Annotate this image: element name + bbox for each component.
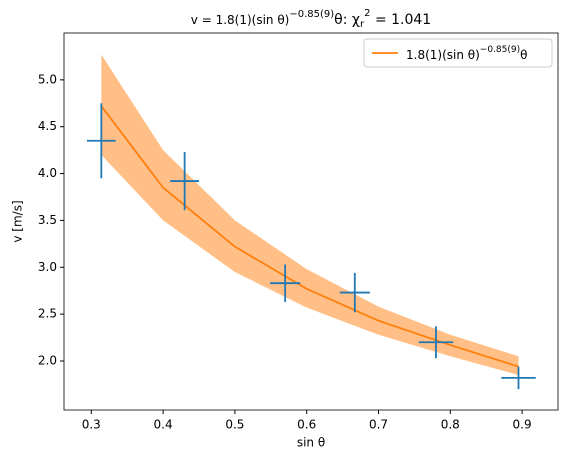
legend-label-part: θ (520, 48, 527, 62)
chart-title-part: v = 1.8(1)(sin θ) (191, 13, 290, 27)
y-axis-label: v [m/s] (11, 200, 25, 242)
chart-title-part: r (360, 19, 365, 30)
chart-title: v = 1.8(1)(sin θ)−0.85(9)θ: χr2 = 1.041 (191, 8, 431, 30)
x-tick-label: 0.4 (154, 418, 173, 432)
chart-title-part: θ: χ (334, 12, 360, 28)
x-tick-label: 0.6 (297, 418, 316, 432)
chart-title-part: −0.85(9) (289, 9, 334, 20)
x-tick-label: 0.9 (513, 418, 532, 432)
y-tick-label: 3.0 (38, 260, 57, 274)
y-tick-label: 2.0 (38, 353, 57, 367)
y-tick-label: 4.0 (38, 166, 57, 180)
chart-title-part: 2 (364, 8, 370, 19)
x-axis-label: sin θ (297, 436, 325, 450)
y-tick-label: 3.5 (38, 213, 57, 227)
x-tick-label: 0.8 (441, 418, 460, 432)
x-tick-label: 0.5 (225, 418, 244, 432)
x-tick-label: 0.7 (369, 418, 388, 432)
legend-label-part: 1.8(1)(sin θ) (406, 48, 480, 62)
legend-label: 1.8(1)(sin θ)−0.85(9)θ (406, 45, 527, 62)
y-tick-label: 2.5 (38, 307, 57, 321)
y-tick-label: 5.0 (38, 72, 57, 86)
fit-band (101, 54, 519, 376)
legend-label-part: −0.85(9) (480, 45, 520, 55)
chart-title-part: = 1.041 (371, 12, 432, 28)
fit-line (100, 105, 519, 368)
legend-box (363, 38, 553, 68)
x-tick-label: 0.3 (82, 418, 101, 432)
plot-frame (63, 32, 559, 411)
y-tick-label: 4.5 (38, 119, 57, 133)
